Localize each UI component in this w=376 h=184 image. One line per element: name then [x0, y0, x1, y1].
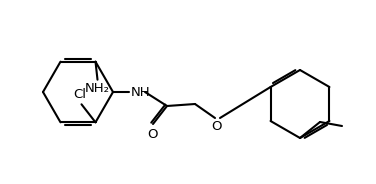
Text: O: O — [147, 128, 157, 141]
Text: Cl: Cl — [73, 88, 86, 101]
Text: O: O — [211, 120, 221, 133]
Text: NH: NH — [131, 86, 151, 98]
Text: NH₂: NH₂ — [85, 82, 110, 95]
